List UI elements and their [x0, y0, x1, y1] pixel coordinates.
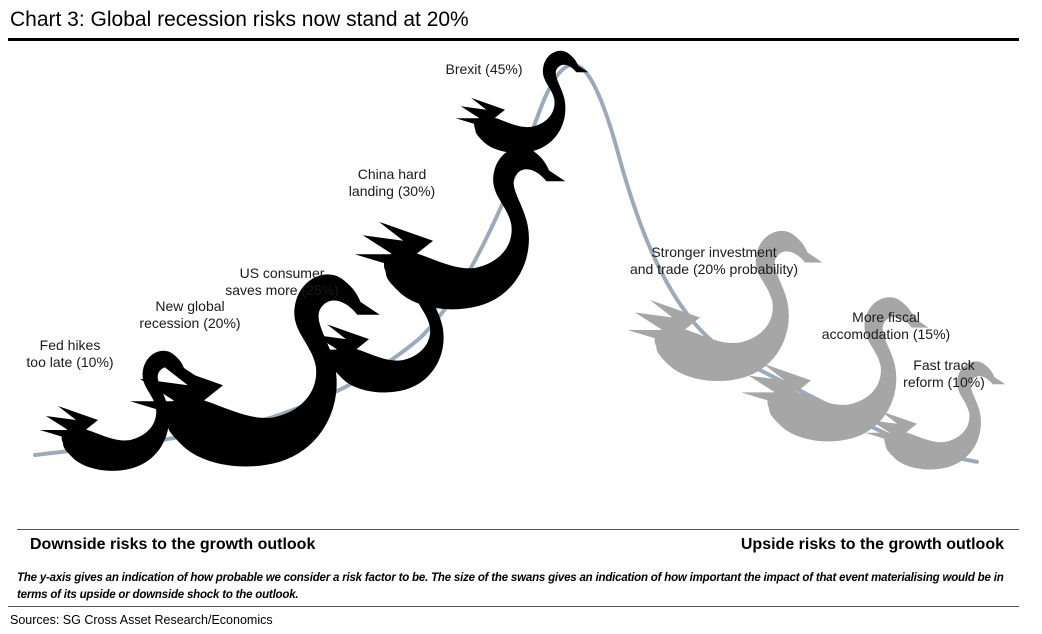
risk-label-line: recession (20%): [139, 315, 240, 331]
risk-label: US consumer saves more (25%): [225, 265, 339, 298]
risk-label-line: Fast track: [913, 357, 975, 373]
risk-label-line: Brexit (45%): [445, 61, 522, 77]
risk-label: New global recession (20%): [139, 298, 240, 331]
risk-label: Brexit (45%): [445, 61, 522, 77]
downside-axis-label: Downside risks to the growth outlook: [30, 536, 316, 553]
risk-label-line: accomodation (15%): [822, 326, 950, 342]
upside-axis-label: Upside risks to the growth outlook: [740, 536, 1004, 553]
axis-rule: [17, 529, 1019, 530]
explanatory-note: The y-axis gives an indication of how pr…: [17, 572, 1004, 601]
risk-label-line: Fed hikes: [40, 337, 101, 353]
risk-label-line: landing (30%): [349, 183, 435, 199]
title-rule: [8, 38, 1019, 41]
risk-label-line: New global: [155, 298, 224, 314]
risk-label-line: reform (10%): [903, 374, 985, 390]
chart-title: Chart 3: Global recession risks now stan…: [10, 8, 469, 31]
risk-label: Fast track reform (10%): [903, 357, 985, 390]
risk-label: Fed hikes too late (10%): [26, 337, 113, 370]
risk-label-line: China hard: [358, 166, 427, 182]
risk-label: Stronger investment and trade (20% probab…: [630, 244, 798, 277]
note-rule: [8, 606, 1019, 607]
risk-label-line: More fiscal: [852, 309, 920, 325]
risk-label-line: and trade (20% probability): [630, 261, 798, 277]
risk-label: China hard landing (30%): [349, 166, 435, 199]
risk-label-line: Stronger investment: [651, 244, 776, 260]
source-line: Sources: SG Cross Asset Research/Economi…: [10, 613, 273, 627]
risk-label: More fiscal accomodation (15%): [822, 309, 950, 342]
risk-label-line: too late (10%): [26, 354, 113, 370]
risk-label-line: saves more (25%): [225, 282, 339, 298]
risk-label-line: US consumer: [240, 265, 325, 281]
